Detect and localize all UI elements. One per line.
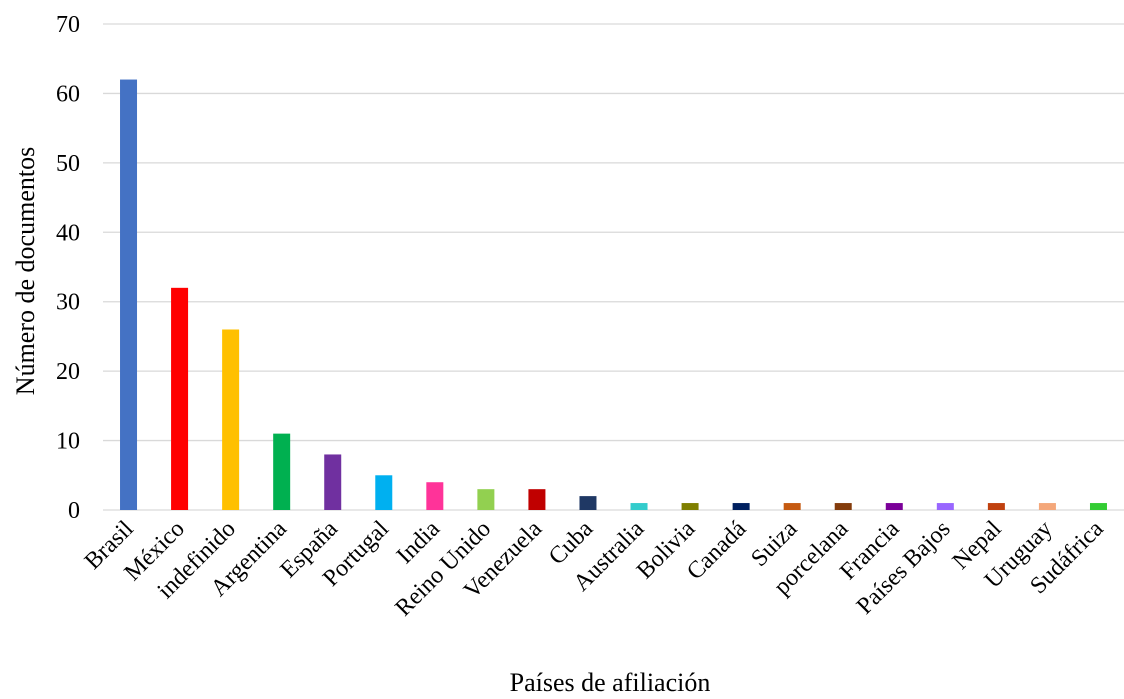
bar-portugal: [375, 475, 393, 510]
y-axis-title: Número de documentos: [11, 147, 40, 395]
bar-argentina: [273, 433, 291, 510]
bar-méxico: [171, 287, 189, 510]
y-tick-label: 0: [68, 498, 80, 524]
bars-layer: [120, 79, 1107, 511]
y-tick-label: 20: [56, 359, 80, 385]
y-tick-label: 50: [56, 151, 80, 177]
bar-francia: [885, 503, 903, 510]
bar-cuba: [579, 496, 597, 510]
bar-países-bajos: [936, 503, 954, 510]
bar-brasil: [120, 79, 138, 511]
y-tick-label: 10: [56, 429, 80, 455]
bar-uruguay: [1038, 503, 1056, 510]
y-tick-labels: 0 10 20 30 40 50 60 70: [56, 12, 80, 524]
bar-canadá: [732, 503, 750, 510]
x-axis-title: Países de afiliación: [510, 668, 711, 697]
x-tick-labels: BrasilMéxicoindefinidoArgentinaEspañaPor…: [80, 516, 1109, 622]
bar-sudáfrica: [1089, 503, 1107, 510]
y-tick-label: 30: [56, 290, 80, 316]
bar-venezuela: [528, 489, 546, 510]
bar-porcelana: [834, 503, 852, 510]
y-tick-label: 60: [56, 81, 80, 107]
x-tick-label: Canadá: [682, 516, 752, 586]
y-tick-label: 70: [56, 12, 80, 38]
bar-nepal: [987, 503, 1005, 510]
bar-australia: [630, 503, 648, 510]
bar-india: [426, 482, 444, 510]
grid-layer: [103, 23, 1124, 511]
bar-bolivia: [681, 503, 699, 510]
bar-indefinido: [222, 329, 240, 510]
bar-españa: [324, 454, 342, 510]
y-tick-label: 40: [56, 220, 80, 246]
bar-reino-unido: [477, 489, 495, 510]
bar-suiza: [783, 503, 801, 510]
